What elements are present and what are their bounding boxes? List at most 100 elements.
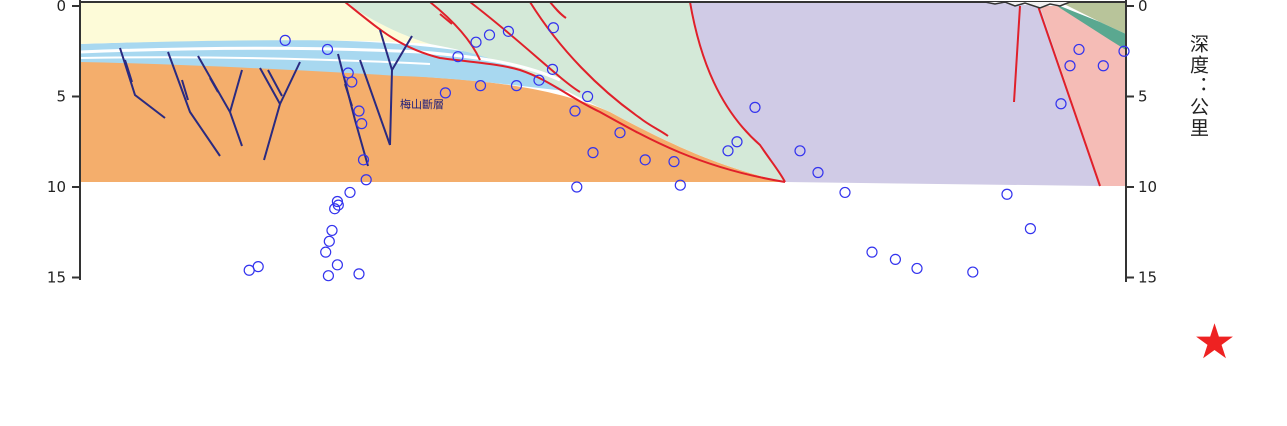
earthquake-circle (331, 259, 343, 271)
fault-line (469, 1, 581, 93)
fault-line (1013, 5, 1021, 103)
thrust-line (209, 77, 219, 93)
earthquake-circle (320, 246, 332, 258)
olive-layer (1060, 2, 1126, 34)
earthquake-circle (1064, 60, 1076, 72)
right-tick-label: 15 (1138, 269, 1157, 287)
earthquake-circle (322, 270, 334, 282)
earthquake-circle (639, 154, 651, 166)
right-tick-label: 5 (1138, 88, 1148, 106)
orange-rock-layer (80, 60, 785, 182)
earthquake-circle (474, 80, 487, 92)
earthquake-circle (502, 25, 514, 37)
earthquake-circle (581, 90, 594, 103)
purple-basement-layer (690, 2, 1100, 186)
right-tick-label: 0 (1138, 0, 1148, 15)
earthquake-circle (967, 266, 979, 278)
earthquake-circle (547, 22, 560, 34)
fault-line (1037, 5, 1101, 187)
earthquake-circle (1118, 45, 1130, 57)
fault-line (439, 13, 453, 25)
earthquake-circle (571, 181, 583, 193)
earthquake-circle (252, 261, 264, 273)
earthquake-circle (1001, 188, 1013, 200)
earthquake-circle (731, 136, 743, 148)
earthquake-circle (329, 203, 341, 215)
teal-band (1055, 4, 1126, 50)
fault-name-label: 梅山斷層 (400, 97, 444, 111)
earthquake-circle (470, 36, 482, 48)
thrust-line (359, 59, 391, 146)
earthquake-circle (889, 253, 902, 265)
thrust-line (391, 35, 413, 71)
fault-line (344, 1, 786, 183)
tick-labels: 0 0 5 5 10 10 15 15 (47, 0, 1157, 287)
fault-line (549, 1, 567, 19)
earthquake-circle (326, 224, 338, 237)
earthquake-circle (357, 154, 370, 166)
thrust-lines (119, 29, 413, 167)
earthquake-circle (614, 127, 626, 139)
depth-axis-label: 深度：公里 (1187, 34, 1209, 139)
earthquake-circle (360, 174, 372, 186)
thrust-line (124, 59, 133, 83)
earthquake-hypocenters (243, 22, 1130, 282)
earthquake-circle (346, 76, 358, 88)
earthquake-circle (674, 179, 686, 191)
earthquake-circle (331, 195, 343, 208)
earthquake-circle (1097, 60, 1109, 72)
geologic-layers (79, 2, 1126, 186)
fault-line (429, 1, 481, 61)
earthquake-circle (546, 63, 559, 75)
thrust-line (119, 47, 166, 119)
fault-line (529, 1, 669, 137)
earthquake-circle (839, 186, 851, 199)
thrust-line (229, 69, 243, 113)
thrust-line (279, 61, 301, 105)
earthquake-circle (353, 268, 365, 280)
mountain-outline (984, 1, 1071, 9)
right-tick-label: 10 (1138, 178, 1157, 196)
earthquake-circle (812, 166, 824, 179)
earthquake-circle (321, 43, 334, 56)
earthquake-circle (353, 105, 365, 117)
aquifer-stripe (79, 46, 561, 82)
pink-layer (1040, 6, 1126, 186)
earthquake-circle (279, 34, 291, 46)
earthquake-circle (1055, 98, 1067, 110)
thrust-line (167, 51, 221, 157)
blue-aquifer-layer (80, 39, 575, 92)
earthquake-circle (533, 74, 545, 86)
earthquake-circle (483, 29, 496, 41)
aquifer-stripe (79, 56, 431, 65)
left-tick-label: 10 (47, 178, 66, 196)
left-tick-label: 0 (56, 0, 66, 15)
earthquake-circle (587, 147, 599, 159)
tick-marks (72, 5, 1134, 279)
earthquake-circle (439, 87, 451, 99)
earthquake-circle (866, 246, 878, 258)
earthquake-circle (794, 145, 806, 157)
left-tick-label: 15 (47, 269, 66, 287)
earthquake-circle (452, 51, 464, 63)
earthquake-circle (911, 262, 923, 275)
earthquake-circle (722, 145, 734, 157)
star-icon: ★ (1193, 314, 1237, 370)
green-slate-layer (345, 2, 785, 182)
left-tick-label: 5 (56, 88, 66, 106)
earthquake-circle (1024, 223, 1037, 235)
earthquake-circle (1073, 43, 1085, 56)
thrust-line (181, 79, 189, 101)
thrust-line (344, 83, 353, 107)
earthquake-circle (749, 101, 761, 113)
earthquake-circle (356, 118, 368, 130)
fault-lines (344, 1, 1101, 187)
earthquake-circle (668, 156, 680, 168)
thrust-line (267, 69, 283, 97)
earthquake-circle (323, 235, 335, 247)
earthquake-circle (510, 80, 523, 92)
cream-surface-layer (80, 2, 430, 44)
fault-line (689, 1, 786, 183)
earthquake-circle (569, 105, 581, 117)
